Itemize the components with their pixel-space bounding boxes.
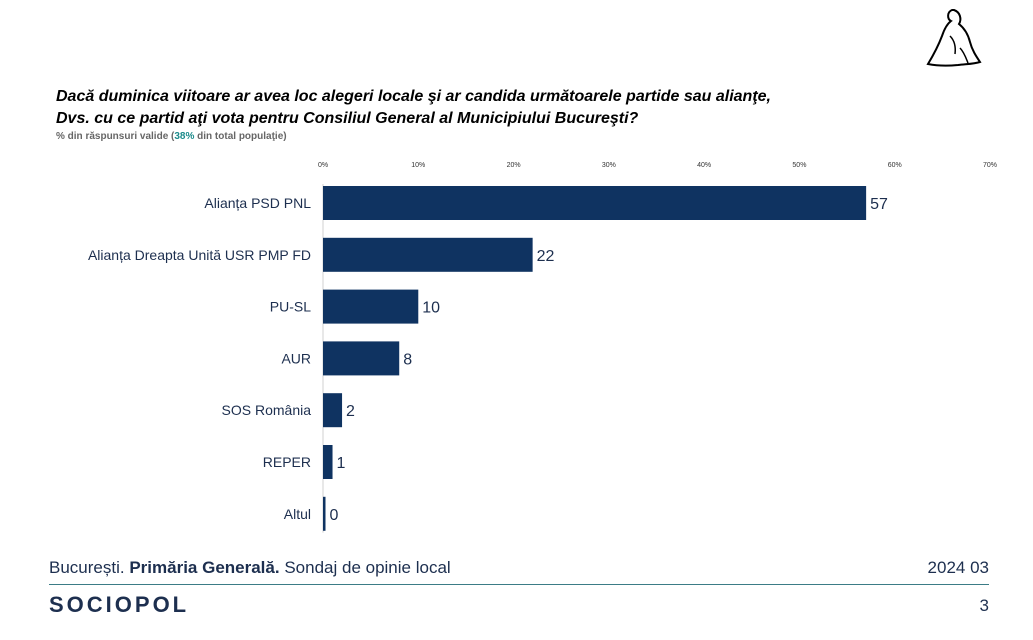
x-tick-label: 40%	[697, 162, 711, 169]
subtitle-after: din total populaţie)	[194, 131, 287, 142]
data-label: 1	[337, 455, 346, 472]
x-tick-label: 50%	[792, 162, 806, 169]
footer-divider	[49, 584, 989, 585]
data-label: 22	[537, 248, 555, 265]
bar	[323, 341, 400, 376]
x-tick-label: 10%	[411, 162, 425, 169]
logo-figure	[920, 6, 982, 72]
category-label: SOS România	[222, 402, 312, 418]
category-label: PU-SL	[270, 299, 311, 315]
x-tick-label: 0%	[318, 162, 328, 169]
brand-logo-text: SOCIOPOL	[49, 592, 190, 617]
data-label: 8	[403, 351, 412, 368]
data-label: 10	[422, 300, 440, 317]
x-tick-label: 20%	[507, 162, 521, 169]
footer-date: 2024 03	[927, 558, 989, 577]
bar	[323, 393, 343, 428]
category-label: REPER	[263, 454, 311, 470]
page-number: 3	[979, 596, 989, 615]
footer-city: București.	[49, 558, 125, 577]
footer-survey: Sondaj de opinie local	[284, 558, 451, 577]
data-label: 0	[330, 507, 339, 524]
subtitle-highlight: 38%	[174, 131, 195, 142]
subtitle-before: % din răspunsuri valide (	[56, 131, 175, 142]
data-label: 2	[346, 403, 355, 420]
footer-scope: Primăria Generală.	[129, 558, 280, 577]
category-label: Alianța PSD PNL	[204, 195, 311, 211]
category-label: AUR	[281, 350, 311, 366]
category-label: Altul	[284, 506, 311, 522]
chart-title: Dacă duminica viitoare ar avea loc alege…	[56, 86, 836, 130]
bar	[323, 237, 533, 272]
title-line-1: Dacă duminica viitoare ar avea loc alege…	[56, 88, 771, 105]
footer-caption: București. Primăria Generală. Sondaj de …	[49, 558, 451, 578]
category-label: Alianța Dreapta Unită USR PMP FD	[88, 247, 311, 263]
bar	[323, 186, 867, 220]
data-label: 57	[870, 196, 888, 213]
title-line-2: Dvs. cu ce partid aţi vota pentru Consil…	[56, 110, 639, 127]
x-tick-label: 60%	[888, 162, 902, 169]
x-tick-label: 70%	[983, 162, 997, 169]
x-tick-label: 30%	[602, 162, 616, 169]
bar	[323, 496, 326, 531]
bar	[323, 289, 419, 324]
bar-chart: 0% 10% 20% 30% 40% 50% 60% 70% Alianța PSD PNL 57…	[88, 162, 997, 533]
bar	[323, 445, 333, 479]
chart-subtitle: % din răspunsuri valide (38% din total p…	[56, 131, 287, 142]
